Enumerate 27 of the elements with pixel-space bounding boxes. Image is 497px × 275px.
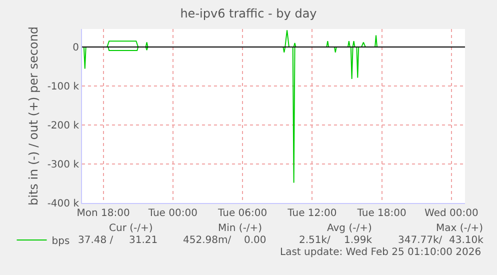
x-tick-label: Tue 18:00 [356, 208, 406, 219]
chart-title: he-ipv6 traffic - by day [180, 6, 317, 20]
text: Max (-/+) [436, 223, 484, 234]
x-tick-label: Wed 00:00 [424, 208, 478, 219]
text: Last update: Wed Feb 25 01:10:00 2026 [280, 247, 482, 258]
text: Avg (-/+) [327, 223, 372, 234]
y-tick-label: -300 k [47, 159, 80, 170]
text: 0.00 [244, 235, 266, 246]
y-tick-label: -200 k [47, 120, 80, 132]
text: 1.99k [344, 235, 372, 246]
x-tick-label: Mon 18:00 [76, 208, 130, 219]
text: 2.51k/ [299, 235, 332, 246]
text: 43.10k [449, 235, 484, 246]
text: Min (-/+) [218, 223, 262, 234]
x-tick-label: Tue 00:00 [147, 208, 198, 219]
x-tick-label: Tue 06:00 [217, 208, 268, 219]
y-tick-label: -100 k [47, 81, 80, 92]
text: Cur (-/+) [109, 223, 153, 234]
y-tick-label: 0 [72, 42, 79, 54]
text: 452.98m/ [183, 235, 232, 246]
text: 347.77k/ [398, 235, 443, 246]
text: 31.21 [129, 235, 158, 246]
y-axis-title: bits in (-) / out (+) per second [26, 26, 41, 206]
legend-label: bps [52, 236, 70, 247]
x-tick-label: Tue 12:00 [286, 208, 337, 219]
y-tick-label: -400 k [47, 198, 80, 210]
text: 37.48 / [78, 235, 114, 246]
